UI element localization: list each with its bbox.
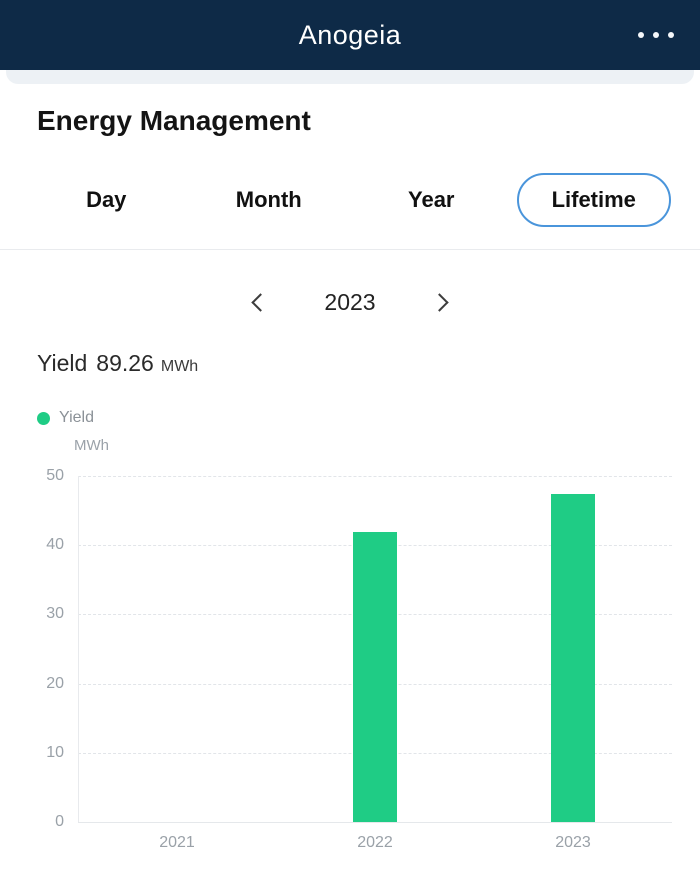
next-year-button[interactable] <box>427 287 457 317</box>
tab-lifetime[interactable]: Lifetime <box>516 173 671 227</box>
tab-month-wrap: Month <box>188 173 351 227</box>
period-tabs: Day Month Year Lifetime <box>0 173 700 227</box>
menu-dot-icon <box>668 32 674 38</box>
bar-2023[interactable] <box>551 494 595 822</box>
y-tick-label: 30 <box>46 605 64 623</box>
tab-year-wrap: Year <box>350 173 513 227</box>
legend-label: Yield <box>59 409 94 426</box>
year-navigation: 2023 <box>0 280 700 324</box>
x-axis-line <box>78 822 672 823</box>
legend-item-yield[interactable]: Yield <box>37 409 94 427</box>
x-tick-label-2022: 2022 <box>357 834 393 851</box>
bar-chart: MWh 0 10 20 30 40 50 2021 2022 2023 <box>0 431 700 863</box>
app-header: Anogeia <box>0 0 700 70</box>
chevron-left-icon <box>251 292 270 312</box>
tab-lifetime-wrap: Lifetime <box>513 173 676 227</box>
yield-summary-label: Yield <box>37 350 88 376</box>
legend-dot-icon <box>37 411 50 425</box>
page-title: Energy Management <box>37 105 311 136</box>
tab-month[interactable]: Month <box>234 173 304 227</box>
bar-2022[interactable] <box>353 532 397 822</box>
x-tick-label-2021: 2021 <box>159 834 195 851</box>
y-tick-label: 20 <box>46 674 64 692</box>
tab-day[interactable]: Day <box>84 173 128 227</box>
tab-day-wrap: Day <box>25 173 188 227</box>
yield-summary-unit: MWh <box>160 358 199 375</box>
more-menu-button[interactable] <box>638 0 674 70</box>
gridline <box>78 476 672 477</box>
header-band <box>6 70 694 84</box>
section-divider <box>0 249 700 250</box>
x-tick-label-2023: 2023 <box>555 834 591 851</box>
y-tick-label: 0 <box>55 813 64 830</box>
yield-summary: Yield 89.26 MWh <box>37 350 700 377</box>
y-axis-line <box>78 476 79 822</box>
chevron-right-icon <box>430 292 449 312</box>
tab-year[interactable]: Year <box>406 173 457 227</box>
y-tick-label: 50 <box>46 467 64 484</box>
year-value: 2023 <box>324 288 376 315</box>
y-tick-label: 10 <box>46 743 64 761</box>
yield-summary-value: 89.26 <box>96 350 154 376</box>
y-tick-label: 40 <box>46 536 64 554</box>
y-axis-unit-label: MWh <box>74 437 109 454</box>
app-title: Anogeia <box>298 19 402 50</box>
menu-dot-icon <box>653 32 659 38</box>
prev-year-button[interactable] <box>243 287 273 317</box>
menu-dot-icon <box>638 32 644 38</box>
